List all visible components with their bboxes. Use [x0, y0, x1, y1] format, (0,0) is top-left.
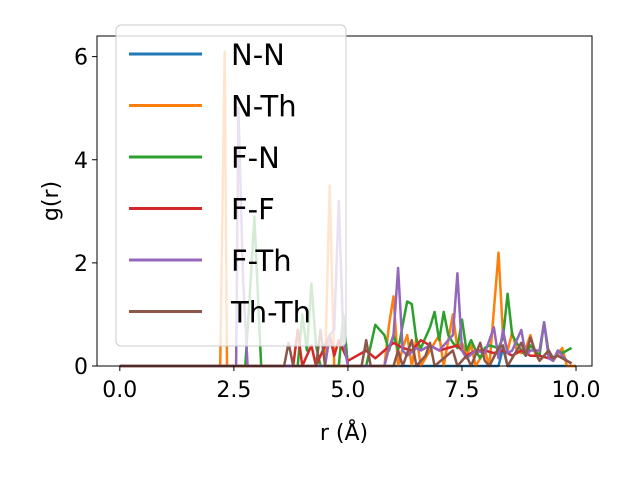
y-axis-label: g(r) — [39, 181, 64, 221]
x-axis-label: r (Å) — [320, 419, 368, 446]
legend-label-th-th: Th-Th — [230, 296, 311, 330]
x-tick-label: 5.0 — [330, 378, 365, 403]
y-tick-label: 6 — [74, 46, 88, 71]
legend-label-f-f: F-F — [231, 193, 275, 227]
y-tick-label: 2 — [74, 252, 88, 277]
x-tick-label: 2.5 — [216, 378, 251, 403]
legend-label-f-th: F-Th — [231, 244, 292, 278]
x-tick-label: 7.5 — [444, 378, 479, 403]
x-axis-ticks: 0.0 2.5 5.0 7.5 10.0 — [102, 366, 601, 403]
x-tick-label: 0.0 — [102, 378, 137, 403]
x-tick-label: 10.0 — [552, 378, 601, 403]
legend-label-n-th: N-Th — [231, 90, 297, 124]
legend-label-f-n: F-N — [231, 141, 280, 175]
y-tick-label: 0 — [74, 355, 88, 380]
y-tick-label: 4 — [74, 149, 88, 174]
y-axis-ticks: 0 2 4 6 — [74, 46, 97, 380]
legend-label-n-n: N-N — [231, 38, 285, 72]
legend: N-N N-Th F-N F-F F-Th Th-Th — [115, 24, 347, 347]
